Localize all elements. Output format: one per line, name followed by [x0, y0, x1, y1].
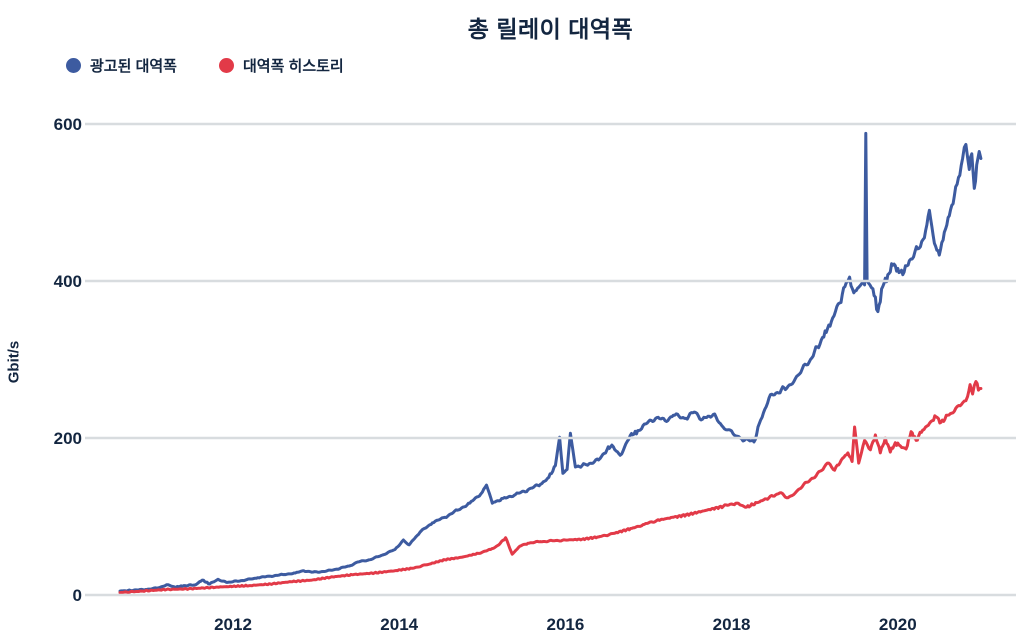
legend-item-bandwidth-history: 대역폭 히스토리 [218, 55, 344, 76]
x-tick-label-2016: 2016 [546, 615, 584, 634]
series-line-0 [118, 131, 983, 593]
x-tick-label-2020: 2020 [879, 615, 917, 634]
legend-swatch-advertised-bandwidth-icon [66, 57, 81, 73]
legend-label-bandwidth-history: 대역폭 히스토리 [242, 57, 344, 75]
legend-label-advertised-bandwidth: 광고된 대역폭 [90, 57, 177, 75]
chart-legend: 광고된 대역폭 대역폭 히스토리 [66, 54, 344, 76]
series-line-1 [118, 380, 983, 595]
legend-item-advertised-bandwidth: 광고된 대역폭 [66, 55, 177, 76]
chart-title: 총 릴레이 대역폭 [467, 16, 634, 42]
legend-swatch-bandwidth-history-icon [218, 57, 234, 73]
y-tick-label-400: 400 [54, 272, 82, 291]
y-tick-label-0: 0 [73, 586, 82, 605]
x-tick-label-2014: 2014 [380, 615, 418, 634]
y-tick-label-200: 200 [54, 429, 82, 448]
x-tick-label-2018: 2018 [713, 615, 751, 634]
x-tick-label-2012: 2012 [214, 615, 252, 634]
y-tick-label-600: 600 [54, 115, 82, 134]
